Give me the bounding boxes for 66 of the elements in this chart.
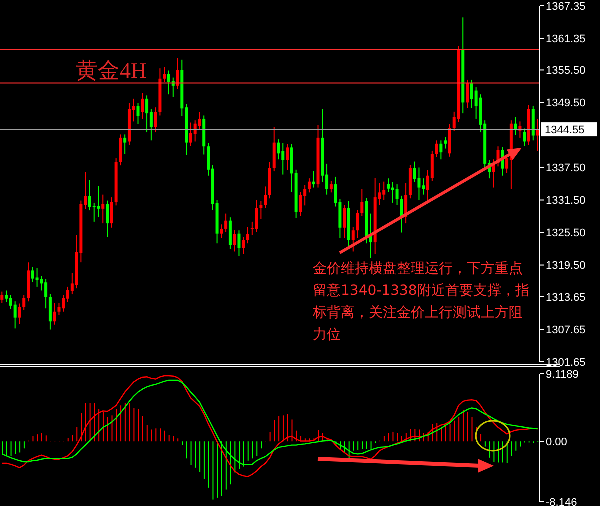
y-tick-label: 1331.50 bbox=[546, 195, 586, 208]
candlestick bbox=[435, 140, 438, 158]
candlestick bbox=[444, 136, 448, 150]
y-tick-label: 1319.50 bbox=[546, 260, 586, 272]
candlestick bbox=[136, 102, 140, 125]
candlestick bbox=[308, 178, 311, 194]
candlestick bbox=[0, 291, 4, 304]
candlestick bbox=[220, 224, 224, 239]
candlestick bbox=[440, 140, 443, 160]
candlestick bbox=[22, 294, 26, 311]
y-tick-label: 1349.50 bbox=[546, 98, 586, 110]
y-tick-label: 0.00 bbox=[546, 436, 568, 449]
candlestick bbox=[58, 302, 61, 316]
candlestick bbox=[356, 210, 360, 239]
candlestick bbox=[176, 58, 180, 90]
candlestick bbox=[224, 213, 228, 233]
candlestick bbox=[418, 167, 421, 201]
candlestick bbox=[198, 112, 202, 130]
candlestick bbox=[154, 107, 158, 134]
candlestick bbox=[124, 134, 127, 155]
candlestick bbox=[330, 180, 333, 194]
candlestick bbox=[106, 200, 110, 238]
candlestick bbox=[400, 195, 404, 234]
candlestick bbox=[146, 95, 149, 134]
candlestick bbox=[14, 301, 17, 330]
candlestick bbox=[343, 204, 346, 239]
candlestick bbox=[141, 93, 144, 120]
candlestick bbox=[242, 236, 246, 255]
candlestick bbox=[110, 197, 114, 228]
candlestick bbox=[352, 226, 355, 252]
text: 黄金4H bbox=[76, 57, 147, 85]
y-tick-label: 1307.65 bbox=[546, 324, 586, 336]
candlestick bbox=[97, 186, 100, 218]
candlestick bbox=[396, 184, 399, 206]
y-tick-label: 1313.65 bbox=[546, 292, 586, 304]
candlestick bbox=[264, 186, 268, 209]
annotation: 金价维持横盘整理运行，下方重点留意1340-1338附近首要支撑，指标背离，关注金价上行测试上方阻力位 bbox=[313, 260, 530, 345]
candlestick bbox=[514, 116, 518, 136]
ref-line-label: 1344.55 bbox=[545, 124, 585, 137]
candlestick bbox=[233, 230, 236, 252]
candlestick bbox=[360, 188, 364, 218]
candlestick bbox=[163, 67, 166, 83]
y-tick-label: 1337.50 bbox=[546, 162, 586, 175]
y-tick-label: 1325.50 bbox=[546, 228, 586, 240]
candlestick bbox=[277, 139, 280, 160]
candlestick bbox=[523, 128, 526, 147]
candlestick bbox=[286, 144, 290, 171]
y-tick-label: 1367.35 bbox=[546, 0, 586, 13]
y-tick-label: 1355.50 bbox=[546, 65, 586, 78]
candlestick bbox=[238, 230, 241, 257]
candlestick bbox=[18, 303, 22, 325]
candlestick bbox=[53, 302, 56, 326]
candlestick bbox=[36, 267, 39, 288]
candlestick bbox=[102, 194, 105, 224]
y-tick-label: 1361.35 bbox=[546, 33, 586, 46]
candlestick bbox=[255, 200, 258, 233]
candlestick bbox=[246, 226, 250, 244]
candlestick bbox=[466, 79, 470, 109]
y-tick-label: 9.1189 bbox=[546, 368, 579, 381]
candlestick bbox=[260, 200, 263, 220]
y-tick-label: 1301.65 bbox=[546, 356, 586, 369]
candlestick bbox=[299, 192, 302, 218]
candlestick bbox=[536, 118, 540, 152]
candlestick bbox=[312, 170, 316, 188]
candlestick bbox=[5, 290, 8, 303]
y-tick-label: -8.146 bbox=[546, 496, 578, 506]
